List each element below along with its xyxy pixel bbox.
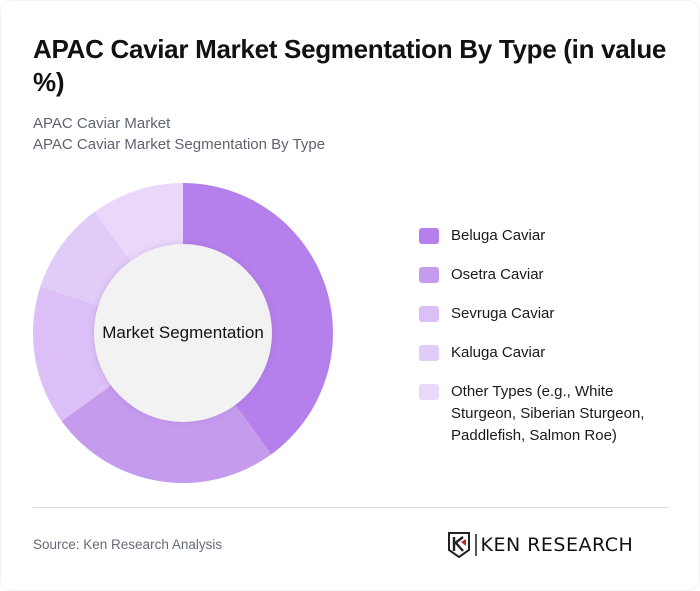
donut-slice[interactable] bbox=[40, 211, 132, 307]
legend: Beluga Caviar Osetra Caviar Sevruga Cavi… bbox=[419, 225, 659, 464]
ken-shield-icon bbox=[448, 532, 470, 558]
legend-item-other[interactable]: Other Types (e.g., White Sturgeon, Siber… bbox=[419, 381, 659, 447]
footer-divider bbox=[33, 507, 669, 508]
legend-label: Other Types (e.g., White Sturgeon, Siber… bbox=[451, 383, 645, 444]
legend-label: Kaluga Caviar bbox=[451, 344, 546, 361]
logo-separator bbox=[475, 534, 477, 556]
legend-swatch bbox=[419, 267, 439, 283]
donut-slice[interactable] bbox=[94, 183, 183, 263]
page-title: APAC Caviar Market Segmentation By Type … bbox=[33, 34, 667, 97]
source-text: Source: Ken Research Analysis bbox=[33, 537, 223, 552]
legend-label: Osetra Caviar bbox=[451, 266, 544, 283]
legend-label: Sevruga Caviar bbox=[451, 305, 555, 322]
donut-slice[interactable] bbox=[183, 183, 333, 455]
legend-swatch bbox=[419, 345, 439, 361]
donut-slice[interactable] bbox=[61, 384, 272, 483]
ken-research-logo: KEN RESEARCH bbox=[448, 531, 633, 559]
legend-item-osetra[interactable]: Osetra Caviar bbox=[419, 264, 659, 286]
subtitle-market: APAC Caviar Market bbox=[33, 115, 171, 132]
donut-chart: Market Segmentation bbox=[33, 183, 333, 483]
legend-swatch bbox=[419, 228, 439, 244]
donut-hole bbox=[94, 244, 272, 422]
donut-svg bbox=[33, 183, 333, 483]
legend-item-beluga[interactable]: Beluga Caviar bbox=[419, 225, 659, 247]
center-label: Market Segmentation bbox=[102, 323, 264, 342]
donut-slice[interactable] bbox=[33, 286, 113, 422]
legend-label: Beluga Caviar bbox=[451, 227, 546, 244]
legend-item-kaluga[interactable]: Kaluga Caviar bbox=[419, 342, 659, 364]
legend-item-sevruga[interactable]: Sevruga Caviar bbox=[419, 303, 659, 325]
legend-swatch bbox=[419, 384, 439, 400]
legend-swatch bbox=[419, 306, 439, 322]
subtitle-segmentation: APAC Caviar Market Segmentation By Type bbox=[33, 136, 326, 153]
logo-text: KEN RESEARCH bbox=[480, 534, 634, 556]
